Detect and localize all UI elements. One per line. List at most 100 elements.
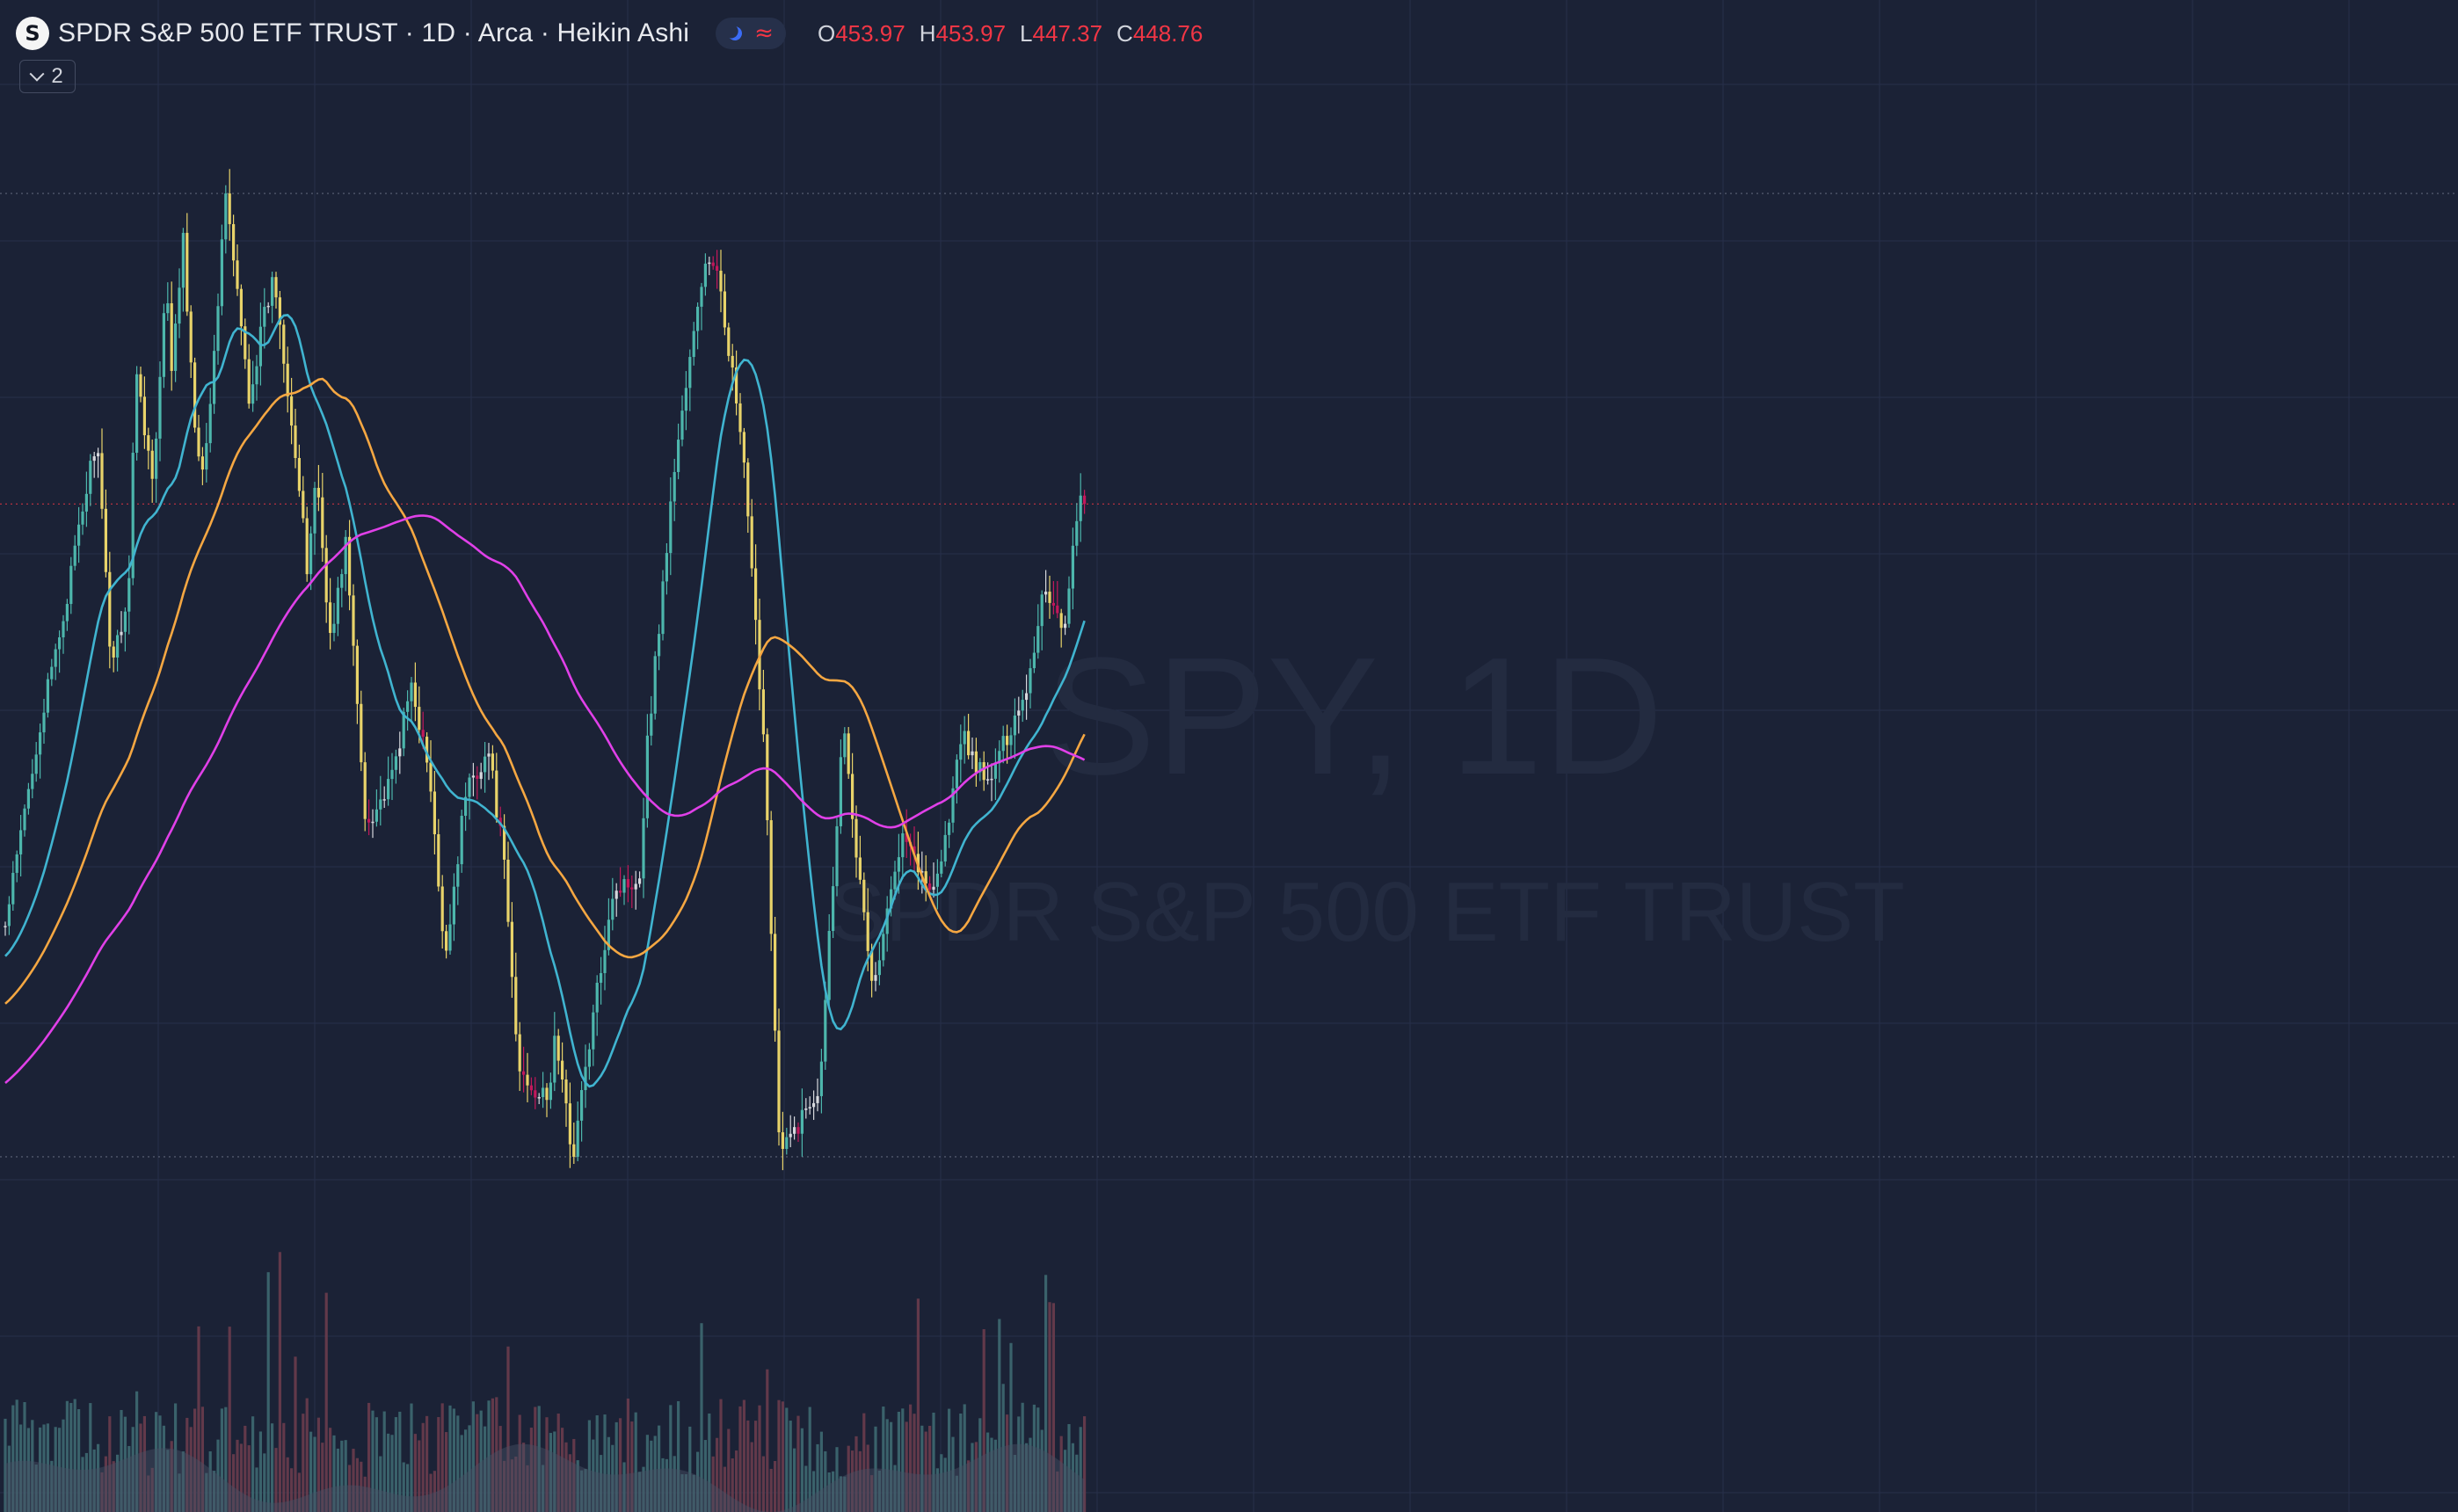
candle[interactable]: [7, 896, 11, 935]
candle[interactable]: [963, 716, 966, 764]
candle[interactable]: [1013, 698, 1016, 760]
candle[interactable]: [23, 804, 26, 837]
candle[interactable]: [862, 872, 866, 921]
candle[interactable]: [456, 856, 460, 905]
candle[interactable]: [1001, 725, 1005, 764]
candle[interactable]: [150, 440, 154, 503]
candle[interactable]: [858, 835, 862, 884]
candle[interactable]: [77, 506, 81, 563]
session-mode-toggle[interactable]: ≈: [716, 18, 786, 49]
candle[interactable]: [948, 818, 951, 848]
candle[interactable]: [332, 602, 336, 642]
candle[interactable]: [375, 789, 378, 827]
candle[interactable]: [824, 981, 827, 1071]
candle[interactable]: [220, 224, 223, 316]
candle[interactable]: [932, 862, 935, 898]
candle[interactable]: [901, 822, 905, 879]
candle[interactable]: [382, 786, 386, 809]
candle[interactable]: [645, 714, 649, 828]
candle[interactable]: [170, 281, 173, 391]
candle[interactable]: [340, 569, 344, 607]
candle[interactable]: [673, 458, 676, 521]
candle[interactable]: [545, 1083, 549, 1117]
candle[interactable]: [371, 809, 375, 839]
candle[interactable]: [576, 1101, 579, 1162]
candle[interactable]: [1067, 576, 1071, 629]
candle[interactable]: [321, 472, 324, 563]
candle[interactable]: [228, 169, 231, 241]
candle[interactable]: [1075, 503, 1079, 556]
candle[interactable]: [1071, 527, 1074, 610]
candle[interactable]: [316, 464, 320, 512]
candle[interactable]: [360, 690, 363, 772]
candle[interactable]: [774, 917, 777, 1042]
candle[interactable]: [738, 393, 742, 445]
candle[interactable]: [951, 776, 955, 833]
candle[interactable]: [971, 737, 974, 769]
candle[interactable]: [940, 849, 943, 878]
candle[interactable]: [448, 904, 452, 956]
candle[interactable]: [804, 1098, 808, 1119]
candle[interactable]: [216, 293, 220, 365]
candle[interactable]: [955, 754, 958, 804]
candle[interactable]: [924, 854, 927, 902]
candle[interactable]: [263, 287, 266, 349]
candle[interactable]: [271, 272, 274, 323]
moving-average-short-line[interactable]: [4, 314, 1086, 1088]
candle[interactable]: [31, 759, 34, 799]
candle[interactable]: [993, 748, 997, 801]
candle[interactable]: [112, 641, 115, 672]
candle[interactable]: [650, 695, 653, 746]
candle[interactable]: [600, 956, 603, 1005]
candle[interactable]: [913, 826, 916, 871]
candle[interactable]: [1044, 570, 1048, 603]
candle[interactable]: [1079, 473, 1082, 542]
candle[interactable]: [572, 1122, 576, 1165]
candle[interactable]: [1056, 580, 1059, 619]
candle[interactable]: [329, 578, 332, 650]
candle[interactable]: [630, 875, 634, 908]
candle[interactable]: [526, 1052, 529, 1102]
candle[interactable]: [348, 520, 352, 611]
candle[interactable]: [433, 770, 436, 855]
candle[interactable]: [344, 530, 347, 592]
candle[interactable]: [208, 388, 212, 453]
candle[interactable]: [1025, 674, 1029, 720]
candle[interactable]: [1064, 615, 1067, 636]
candle[interactable]: [874, 962, 877, 992]
moving-average-long-line[interactable]: [4, 514, 1086, 1084]
candle[interactable]: [19, 815, 23, 876]
candle[interactable]: [162, 303, 165, 389]
candle[interactable]: [379, 775, 382, 826]
candle[interactable]: [742, 427, 745, 478]
candle[interactable]: [708, 256, 711, 276]
candle[interactable]: [920, 851, 924, 894]
candle[interactable]: [15, 850, 18, 883]
candle[interactable]: [189, 305, 193, 378]
candle[interactable]: [491, 745, 494, 779]
candle[interactable]: [84, 471, 88, 527]
moving-average-mid-line[interactable]: [4, 377, 1086, 1005]
candle[interactable]: [181, 228, 185, 312]
candle[interactable]: [116, 629, 120, 672]
candle[interactable]: [827, 914, 831, 1010]
candle[interactable]: [553, 1012, 556, 1092]
candle[interactable]: [564, 1069, 568, 1127]
candle[interactable]: [46, 672, 49, 718]
candle[interactable]: [224, 185, 228, 254]
candle[interactable]: [847, 727, 850, 779]
candle[interactable]: [1036, 604, 1040, 659]
candle[interactable]: [603, 926, 607, 991]
candle[interactable]: [54, 643, 57, 680]
candle[interactable]: [123, 607, 127, 652]
candle[interactable]: [290, 377, 294, 445]
candle[interactable]: [534, 1077, 537, 1109]
candle[interactable]: [495, 752, 498, 823]
candle[interactable]: [622, 875, 626, 905]
symbol-logo-icon[interactable]: S: [16, 17, 49, 50]
candle[interactable]: [614, 883, 618, 917]
candle[interactable]: [464, 782, 468, 832]
candle[interactable]: [406, 690, 410, 731]
candle[interactable]: [642, 797, 645, 898]
candle[interactable]: [158, 361, 162, 462]
